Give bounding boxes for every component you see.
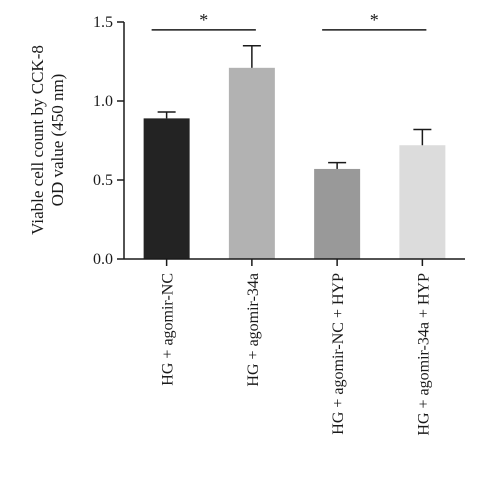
x-tick-labels: HG + agomir-NC HG + agomir-34a HG + agomir… <box>160 259 432 436</box>
significance-star: * <box>199 10 208 30</box>
y-tick-label: 0.0 <box>93 251 113 268</box>
y-tick-label: 1.5 <box>93 14 113 31</box>
x-tick-label: HG + agomir-34a <box>245 273 262 387</box>
y-axis-title-line-1: Viable cell count by CCK-8 <box>28 45 47 235</box>
y-axis-title-line-2: OD value (450 nm) <box>48 74 67 207</box>
x-tick-label: HG + agomir-34a + HYP <box>415 273 432 436</box>
error-bars <box>157 44 432 169</box>
bar <box>314 168 361 259</box>
significance-markers: * * <box>151 10 427 31</box>
bar <box>399 145 446 259</box>
bars <box>143 67 446 259</box>
x-tick-label: HG + agomir-NC + HYP <box>330 273 347 435</box>
y-axis-title: Viable cell count by CCK-8 OD value (450… <box>28 45 67 235</box>
bar <box>228 67 275 259</box>
y-tick-label: 0.5 <box>93 172 113 189</box>
x-tick-label: HG + agomir-NC <box>160 273 177 386</box>
y-axis: 0.0 0.5 1.0 1.5 <box>93 14 125 268</box>
bar <box>143 118 190 259</box>
y-tick-label: 1.0 <box>93 93 113 110</box>
significance-star: * <box>370 10 379 30</box>
